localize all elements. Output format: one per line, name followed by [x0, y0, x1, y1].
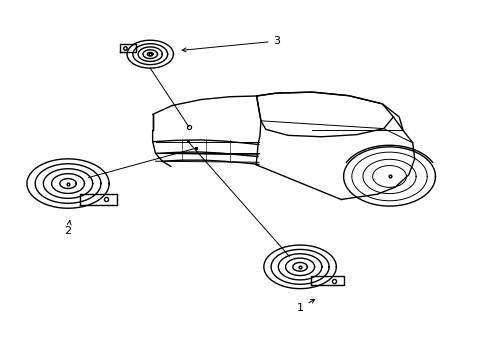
Text: 1: 1 [296, 300, 314, 312]
Text: 3: 3 [182, 36, 280, 52]
Text: 2: 2 [64, 221, 71, 237]
